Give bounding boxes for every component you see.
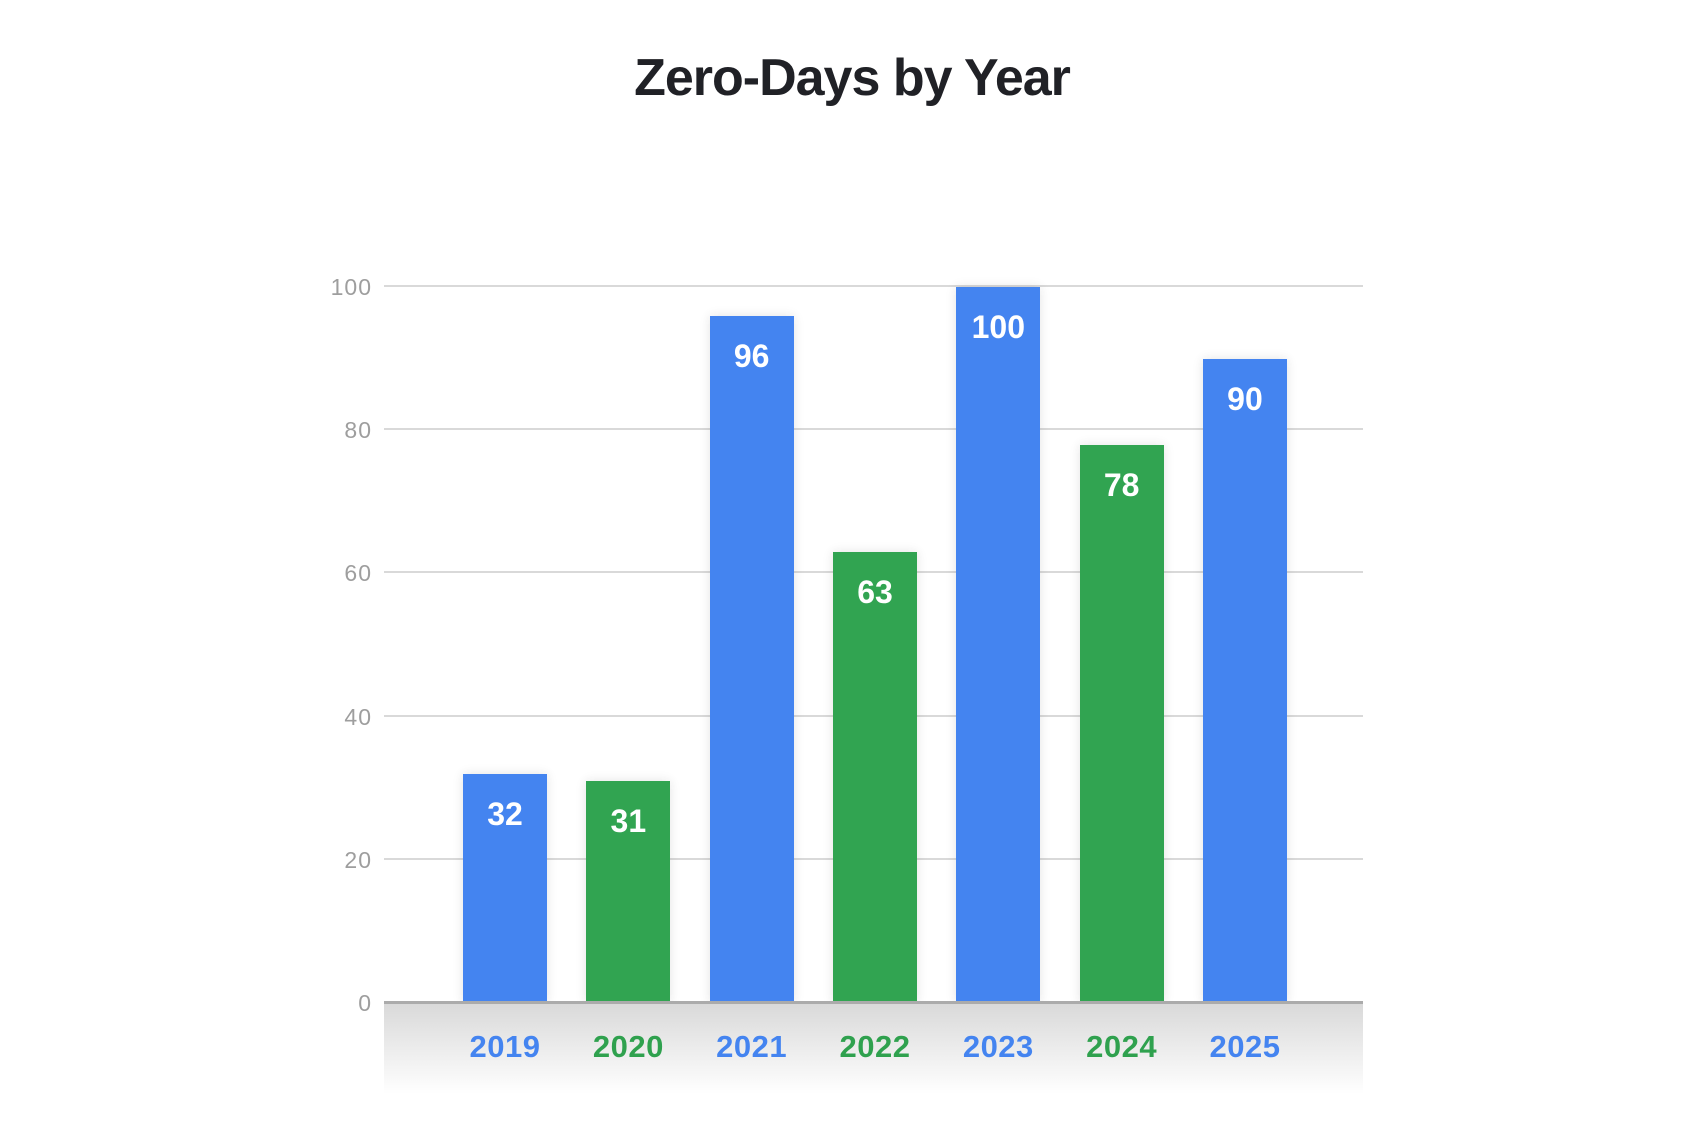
y-tick-label-0: 0 [358, 990, 372, 1016]
x-tick-label-2021: 2021 [716, 1029, 788, 1064]
bar-value-label-2025: 90 [1227, 380, 1263, 417]
x-tick-label-2024: 2024 [1086, 1029, 1158, 1064]
bar-2019: 32 [463, 773, 547, 1003]
y-tick-label-20: 20 [344, 846, 372, 873]
x-tick-label-2020: 2020 [592, 1029, 664, 1064]
bar-value-label-2023: 100 [971, 309, 1025, 345]
y-tick-label-80: 80 [344, 417, 372, 444]
y-tick-label-60: 60 [344, 560, 372, 587]
bar-value-label-2024: 78 [1103, 466, 1140, 503]
chart-title: Zero-Days by Year [634, 49, 1071, 107]
gridline-100 [384, 285, 1363, 287]
bar-value-label-2022: 63 [857, 573, 893, 610]
bar-2022: 63 [832, 551, 917, 1003]
x-tick-label-2023: 2023 [962, 1029, 1034, 1064]
bar-2024: 78 [1079, 444, 1164, 1003]
x-tick-label-2019: 2019 [469, 1029, 541, 1064]
plot-area: 32 31 96 63 100 78 90 [384, 285, 1363, 1003]
gridline-80 [384, 428, 1363, 431]
x-tick-label-2025: 2025 [1209, 1029, 1281, 1064]
x-axis-baseline [384, 1001, 1363, 1004]
x-tick-label-2022: 2022 [839, 1029, 911, 1064]
bar-value-label-2019: 32 [487, 795, 523, 832]
x-axis: 2019 2020 2021 2022 2023 2024 2025 [384, 1029, 1363, 1069]
bar-2021: 96 [709, 315, 794, 1003]
bar-2020: 31 [586, 781, 671, 1003]
bar-2025: 90 [1202, 358, 1287, 1003]
bar-value-label-2021: 96 [733, 337, 770, 374]
bar-2023: 100 [956, 287, 1041, 1003]
y-tick-label-40: 40 [344, 703, 372, 730]
bar-value-label-2020: 31 [610, 803, 647, 840]
axis-shadow-band [384, 1004, 1363, 1094]
y-axis: 0 20 40 60 80 100 [0, 275, 372, 1015]
y-tick-label-100: 100 [330, 274, 372, 300]
